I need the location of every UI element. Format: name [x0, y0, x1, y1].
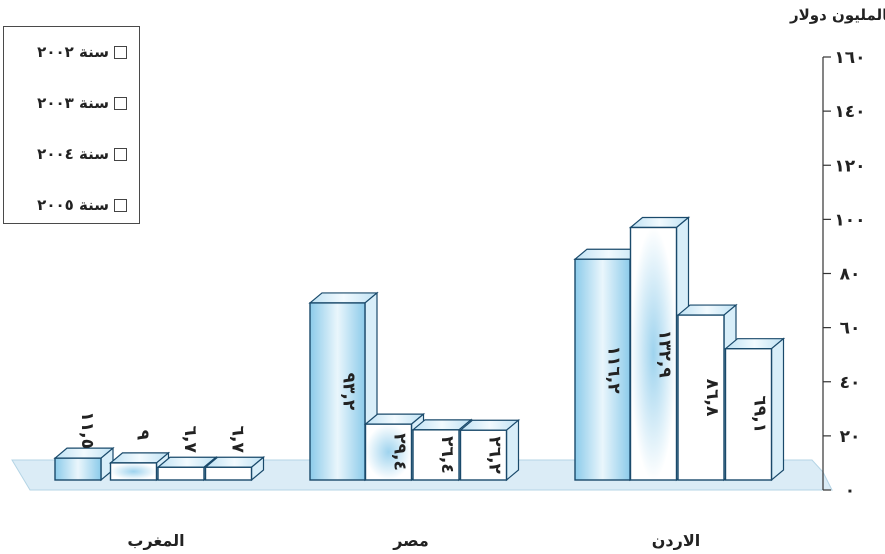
legend-item-2005: سنة ٢٠٠٥ — [4, 196, 139, 216]
data-label: ٢٦,٢ — [485, 436, 505, 474]
bar-1-3 — [458, 418, 521, 482]
legend-label: سنة ٢٠٠٤ — [37, 145, 109, 163]
data-label: ١١٦,٢ — [604, 346, 624, 395]
bar-front-face — [459, 429, 508, 481]
data-label: ٩ — [133, 430, 153, 441]
bar-1-0 — [308, 291, 379, 482]
legend-item-2004: سنة ٢٠٠٤ — [4, 145, 139, 165]
legend-label: سنة ٢٠٠٥ — [37, 196, 109, 214]
legend-swatch — [114, 148, 127, 161]
y-tick-label: ٤٠ — [840, 373, 861, 393]
y-tick-label: ٠ — [845, 481, 855, 501]
legend-item-2003: سنة ٢٠٠٣ — [4, 94, 139, 114]
legend-item-2002: سنة ٢٠٠٢ — [4, 43, 139, 63]
bar-front-face — [204, 466, 253, 481]
bar-front-face — [629, 226, 678, 481]
y-tick-label: ٨٠ — [840, 265, 861, 285]
bar-0-3 — [203, 455, 266, 482]
data-label: ٦,٧ — [228, 426, 248, 454]
bar-0-0 — [53, 446, 115, 482]
y-tick-label: ١٤٠ — [834, 102, 865, 122]
x-tick-label: الاردن — [652, 531, 700, 550]
data-label: ٩٣,٢ — [339, 373, 359, 411]
bar-front-face — [109, 462, 158, 481]
y-tick-label: ١٦٠ — [834, 48, 865, 68]
bar-side-face — [770, 337, 785, 482]
y-tick-label: ١٢٠ — [834, 156, 865, 176]
bar-front-face — [157, 466, 205, 481]
y-tick-label: ٢٠ — [840, 427, 861, 447]
data-label: ١١,٥ — [77, 411, 97, 449]
bar-front-face — [412, 429, 460, 481]
legend: سنة ٢٠٠٢ سنة ٢٠٠٣ سنة ٢٠٠٤ سنة ٢٠٠٥ — [3, 26, 140, 224]
x-tick-label: المغرب — [127, 531, 184, 550]
bar-side-face — [505, 418, 520, 482]
y-axis-title: بالمليون دولار — [790, 6, 885, 24]
x-tick-label: مصر — [392, 531, 429, 550]
legend-label: سنة ٢٠٠٣ — [37, 94, 109, 112]
bar-front-face — [724, 348, 773, 481]
data-label: ٢٦,٤ — [437, 436, 457, 474]
bar-2-3 — [723, 337, 786, 482]
bar-1-2 — [411, 418, 473, 482]
data-label: ٦٩,١ — [750, 396, 770, 434]
legend-swatch — [114, 199, 127, 212]
legend-swatch — [114, 97, 127, 110]
data-label: ٦,٧ — [180, 426, 200, 454]
bar-front-face — [677, 314, 725, 481]
y-tick-label: ٦٠ — [840, 319, 861, 339]
legend-swatch — [114, 46, 127, 59]
data-label: ٢٩,٤ — [390, 433, 410, 471]
bar-front-face — [574, 258, 631, 481]
data-label: ٨٦,٨ — [702, 379, 722, 417]
bar-front-face — [54, 457, 102, 481]
bar-front-face — [364, 423, 413, 481]
data-label: ١٣٢,٩ — [655, 330, 675, 379]
legend-label: سنة ٢٠٠٢ — [37, 43, 109, 61]
bar-front-face — [309, 302, 366, 481]
y-tick-label: ١٠٠ — [834, 210, 865, 230]
